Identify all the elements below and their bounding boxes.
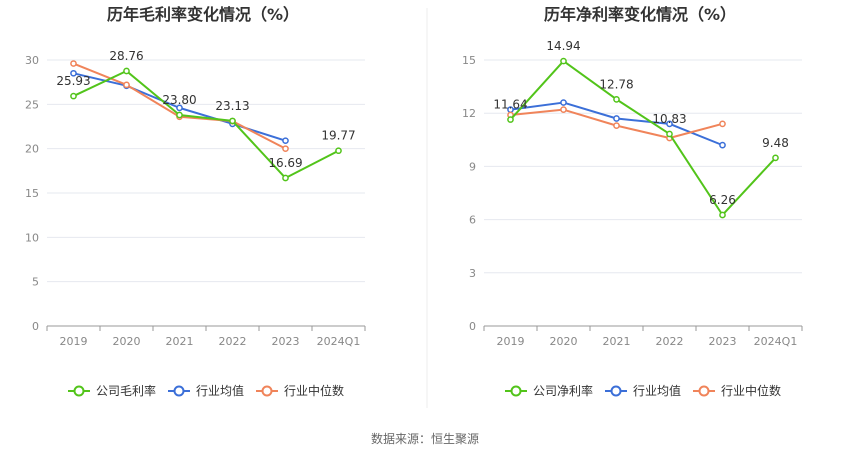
y-tick-label: 30 [25,54,39,67]
y-tick-label: 0 [469,320,476,333]
data-point-avg[interactable] [719,141,726,149]
legend-item-company[interactable]: 公司净利率 [505,383,593,398]
y-tick-label: 6 [469,214,476,227]
data-source-label: 数据来源：恒生聚源 [371,431,479,446]
x-tick-label: 2024Q1 [754,335,798,348]
y-tick-label: 5 [32,276,39,289]
data-point-avg[interactable] [666,120,673,128]
legend-item-avg[interactable]: 行业均值 [605,383,681,398]
data-point-avg[interactable] [176,104,183,112]
legend-swatch-marker [610,385,622,397]
data-point-company[interactable] [666,130,673,138]
data-point-avg[interactable] [613,115,620,122]
x-tick-label: 2019 [497,335,525,348]
legend-swatch-marker [261,385,273,397]
y-tick-label: 25 [25,98,39,111]
legend-label: 行业中位数 [721,383,781,398]
data-point-avg[interactable] [560,99,567,106]
legend-swatch-marker [73,385,85,397]
y-tick-label: 15 [462,54,476,67]
legend-swatch-marker [510,385,522,397]
data-label: 14.94 [546,39,580,53]
data-point-company[interactable] [613,96,620,103]
data-point-median[interactable] [282,145,289,153]
data-label: 23.13 [215,99,249,113]
data-point-company[interactable] [123,67,130,75]
series-line-company [509,60,777,216]
data-point-company[interactable] [560,57,567,65]
legend-label: 行业均值 [633,383,681,398]
data-point-avg[interactable] [70,69,77,77]
y-tick-label: 3 [469,267,476,280]
data-label: 11.64 [493,98,527,112]
net-margin-chart: 历年净利率变化情况（%） 0 3 6 9 12 15 2019 2020 2021 2022 2023… [462,5,803,398]
data-label: 16.69 [268,156,302,170]
legend-swatch-marker [698,385,710,397]
data-point-company[interactable] [229,117,236,125]
y-tick-label: 15 [25,187,39,200]
chart-title: 历年毛利率变化情况（%） [107,5,299,24]
data-point-company[interactable] [282,174,289,182]
data-label: 28.76 [109,49,143,63]
data-point-avg[interactable] [282,137,289,145]
data-point-company[interactable] [507,116,514,123]
legend-item-company[interactable]: 公司毛利率 [68,383,156,398]
x-tick-label: 2023 [272,335,300,348]
x-tick-label: 2019 [60,335,88,348]
legend-label: 行业均值 [196,383,244,398]
y-tick-label: 0 [32,320,39,333]
x-tick-label: 2022 [656,335,684,348]
data-label: 19.77 [321,129,355,143]
legend-label: 行业中位数 [284,383,344,398]
x-tick-label: 2020 [550,335,578,348]
legend-item-median[interactable]: 行业中位数 [256,383,344,398]
series-line-company [73,69,339,180]
x-tick-label: 2021 [603,335,631,348]
x-tick-label: 2023 [709,335,737,348]
y-tick-label: 20 [25,143,39,156]
data-point-company[interactable] [719,211,726,219]
chart-title: 历年净利率变化情况（%） [544,5,736,24]
data-point-company[interactable] [772,154,779,162]
x-tick-label: 2020 [113,335,141,348]
data-point-median[interactable] [70,60,77,67]
x-tick-label: 2022 [219,335,247,348]
data-point-company[interactable] [335,147,342,155]
legend-item-avg[interactable]: 行业均值 [168,383,244,398]
data-label: 9.48 [762,136,789,150]
legend-label: 公司净利率 [533,383,593,398]
y-tick-label: 10 [25,231,39,244]
x-tick-label: 2024Q1 [317,335,361,348]
data-point-median[interactable] [719,120,726,128]
legend-swatch-marker [173,385,185,397]
data-label: 12.78 [599,77,633,91]
y-tick-label: 9 [469,160,476,173]
gross-margin-chart: 历年毛利率变化情况（%） 0 5 10 15 20 25 30 2019 2020 2021 2022… [25,5,366,398]
data-point-company[interactable] [70,92,77,100]
data-point-median[interactable] [123,81,130,89]
legend-label: 公司毛利率 [96,383,156,398]
x-tick-label: 2021 [166,335,194,348]
data-label: 10.83 [652,112,686,126]
y-tick-label: 12 [462,107,476,120]
data-point-company[interactable] [176,111,183,119]
data-label: 6.26 [709,193,736,207]
data-point-median[interactable] [613,122,620,129]
data-label: 23.80 [162,93,196,107]
data-label: 25.93 [56,74,90,88]
legend-item-median[interactable]: 行业中位数 [693,383,781,398]
data-point-median[interactable] [560,106,567,114]
